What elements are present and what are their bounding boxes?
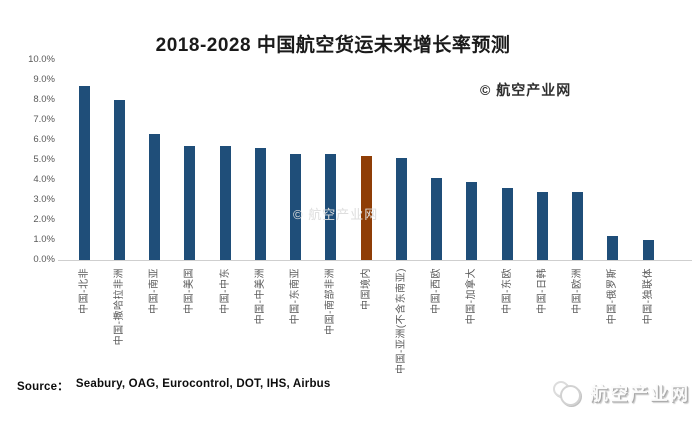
x-axis-label: 中国-日韩 (536, 268, 548, 314)
x-axis-label: 中国-撒哈拉非洲 (113, 268, 125, 346)
source-line: Source： Seabury, OAG, Eurocontrol, DOT, … (17, 378, 331, 394)
x-axis-label: 中国-俄罗斯 (607, 268, 619, 325)
y-tick-label: 7.0% (33, 114, 55, 125)
source-agencies: Seabury, OAG, Eurocontrol, DOT, IHS, Air… (75, 378, 331, 390)
x-axis-label: 中国-东欧 (501, 268, 513, 314)
y-tick-label: 3.0% (33, 194, 55, 205)
x-axis-label: 中国-中美洲 (254, 268, 266, 325)
brand-footer: 航空产业网 (552, 380, 690, 406)
bar (149, 134, 160, 260)
bar (254, 148, 266, 260)
x-axis-label: 中国-南部非洲 (325, 268, 337, 335)
bar (607, 236, 619, 260)
x-axis-label: 中国境内 (360, 268, 372, 310)
x-axis-label: 中国-南亚 (149, 268, 160, 314)
bar (431, 178, 442, 260)
y-tick-label: 4.0% (33, 174, 55, 185)
x-axis-label: 中国-加拿大 (466, 268, 478, 325)
x-axis-label: 中国-西欧 (431, 268, 442, 314)
y-tick-label: 6.0% (33, 134, 55, 145)
y-tick-label: 8.0% (33, 94, 55, 105)
bar-highlighted (360, 156, 372, 260)
bar (219, 146, 231, 260)
bar (466, 182, 478, 260)
y-tick-label: 9.0% (33, 74, 55, 85)
x-axis-label: 中国-中东 (219, 268, 231, 314)
x-axis-label: 中国-亚洲(不含东南亚) (395, 268, 407, 374)
bar (325, 154, 337, 260)
bar (78, 86, 90, 260)
center-watermark: © 航空产业网 (293, 207, 379, 222)
overlapping-circles-logo-icon (552, 380, 583, 406)
brand-name: 航空产业网 (590, 384, 690, 404)
bar (501, 188, 513, 260)
bar (113, 100, 125, 260)
bar (642, 240, 654, 260)
bar (572, 192, 583, 260)
copyright-note: © 航空产业网 (480, 82, 572, 98)
x-axis-line (58, 260, 692, 261)
bar (290, 154, 301, 260)
x-axis-label: 中国-欧洲 (572, 268, 583, 314)
x-axis-label: 中国-独联体 (642, 268, 654, 325)
y-tick-label: 2.0% (33, 214, 55, 225)
x-axis-label: 中国-北非 (78, 268, 90, 314)
y-tick-label: 1.0% (33, 234, 55, 245)
x-axis-label: 中国-美国 (184, 268, 196, 314)
y-tick-label: 10.0% (28, 54, 55, 65)
page-title: 2018-2028 中国航空货运未来增长率预测 (155, 35, 511, 56)
x-axis-label: 中国-东南亚 (290, 268, 301, 325)
bar (536, 192, 548, 260)
bar (184, 146, 196, 260)
y-tick-label: 5.0% (33, 154, 55, 165)
y-tick-label: 0.0% (33, 254, 55, 265)
source-label: Source： (17, 381, 69, 393)
bar (395, 158, 407, 260)
